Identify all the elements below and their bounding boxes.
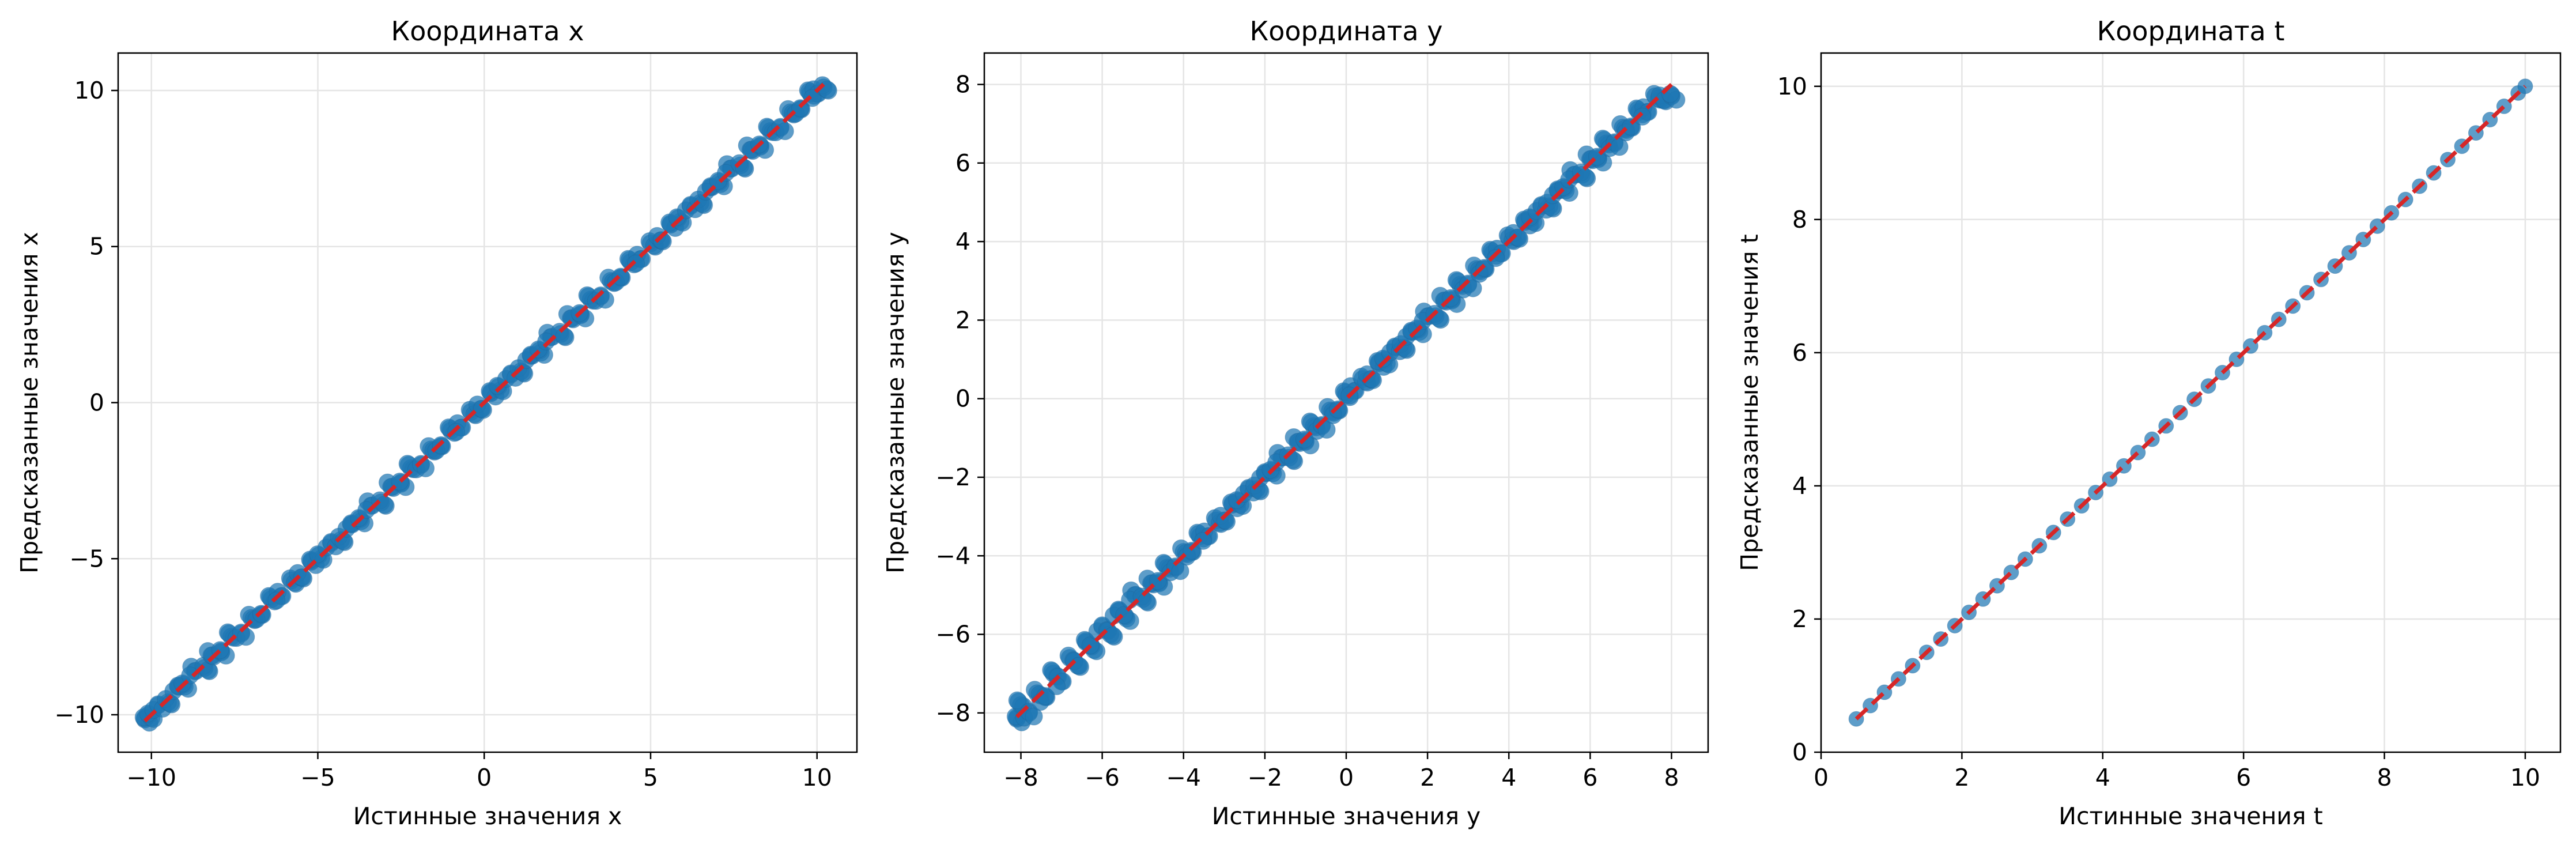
y-tick-label: 6 [955,149,970,177]
chart-title: Координата x [391,16,584,47]
scatter-point [776,122,794,141]
scatter-point [267,591,286,610]
y-tick-label: −6 [936,621,970,648]
y-tick-label: −10 [54,701,104,729]
x-tick-label: −8 [1003,764,1038,791]
scatter-point [1464,279,1482,297]
y-tick-label: 0 [89,389,104,417]
y-tick-label: 10 [74,77,104,104]
x-tick-label: −10 [126,764,176,791]
scatter-point [1487,249,1505,267]
x-tick-label: 0 [1814,764,1829,791]
chart-panel-1: −10 −5 0 5 10 −10 −5 0 5 10 Координата x Истинные з… [16,16,858,830]
scatter-point [375,496,394,514]
reference-line [143,82,825,723]
scatter-point [627,254,645,273]
x-tick-label: 8 [2377,764,2392,791]
scatter-point [1104,627,1122,645]
scatter-point [181,666,199,685]
y-axis-label: Предсказанные значения x [16,232,43,574]
scatter-point [1317,421,1336,439]
y-tick-label: 0 [955,385,970,413]
chart-title: Координата t [2097,16,2285,47]
x-axis-label: Истинные значения y [1212,802,1481,830]
y-axis-label: Предсказанные значения t [1736,234,1763,571]
scatter-point [803,89,822,107]
x-tick-label: 10 [2510,764,2540,791]
scatter-point [537,332,556,350]
scatter-point [357,501,376,519]
scatter-point [473,399,491,418]
x-tick-label: 6 [1582,764,1597,791]
y-tick-label: −5 [70,545,104,572]
reference-line [1854,85,2527,720]
scatter-point [1194,531,1213,550]
x-tick-label: 4 [2095,764,2110,791]
reference-line [1015,82,1673,719]
scatter-point [237,628,255,646]
x-tick-label: 2 [1420,764,1435,791]
y-tick-label: −4 [936,542,970,569]
x-tick-label: 4 [1501,764,1516,791]
y-tick-label: 2 [1792,605,1807,633]
x-tick-label: −2 [1248,764,1282,791]
x-tick-label: 5 [643,764,658,791]
scatter-point [1216,511,1234,530]
y-tick-label: 8 [1792,206,1807,233]
scatter-series [1006,85,1686,731]
x-tick-label: 0 [477,764,492,791]
scatter-point [1509,228,1527,247]
scatter-point [652,231,671,250]
x-axis-label: Истинные значения x [353,802,622,830]
y-tick-label: 0 [1792,738,1807,766]
y-tick-label: −8 [936,699,970,727]
y-tick-label: 4 [1792,472,1807,500]
scatter-point [1171,562,1189,580]
scatter-point [716,164,735,182]
x-tick-label: 6 [2236,764,2251,791]
scatter-point [1362,370,1381,388]
y-tick-label: 8 [955,71,970,99]
scatter-point [1138,592,1156,610]
chart-panel-2: −8 −6 −4 −2 0 2 4 6 8 −8 −6 −4 −2 0 2 4 6 8 Координата y Ис… [882,16,1709,830]
y-tick-label: 6 [1792,339,1807,367]
x-tick-label: 8 [1664,764,1679,791]
scatter-point [1610,138,1629,156]
y-tick-label: 5 [89,233,104,261]
scatter-point [1070,657,1088,675]
y-tick-label: 2 [955,306,970,334]
y-tick-label: 10 [1777,73,1807,100]
scatter-point [1577,168,1595,186]
chart-panel-3: 0 2 4 6 8 10 0 2 4 6 8 10 Координата t Истинные значе… [1736,16,2562,830]
scatter-point [293,568,312,587]
chart-title: Координата y [1250,16,1443,47]
y-tick-label: 4 [955,228,970,255]
scatter-point [447,423,466,441]
y-tick-label: −2 [936,463,970,491]
axes-frame [1820,52,2562,753]
x-tick-label: −5 [300,764,335,791]
x-tick-label: 10 [802,764,832,791]
x-tick-label: −6 [1085,764,1119,791]
x-tick-label: 0 [1339,764,1354,791]
scatter-point [2517,78,2533,95]
scatter-point [1633,107,1652,126]
x-tick-label: 2 [1954,764,1969,791]
x-axis-label: Истинные значения t [2058,802,2322,830]
x-tick-label: −4 [1166,764,1201,791]
y-axis-label: Предсказанные значения y [882,232,909,574]
scatter-point [1008,691,1026,710]
scatter-point [818,80,836,99]
scatter-point [1025,707,1043,726]
